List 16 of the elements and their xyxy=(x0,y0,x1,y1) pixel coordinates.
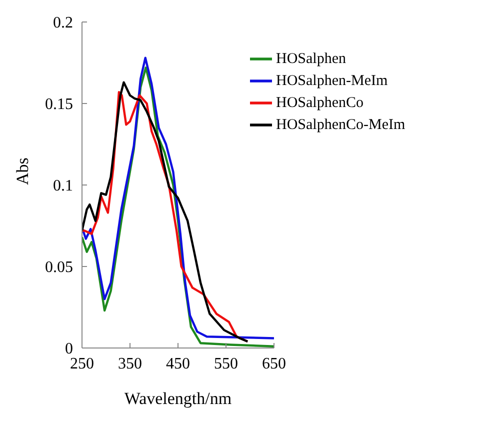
y-tick-label: 0.1 xyxy=(53,178,73,195)
y-tick-label: 0.2 xyxy=(53,14,73,32)
x-tick-label: 350 xyxy=(118,355,142,372)
y-axis-title: Abs xyxy=(13,158,32,185)
x-tick-label: 550 xyxy=(214,355,238,372)
legend-label: HOSalphenCo xyxy=(276,94,364,111)
x-tick-label: 250 xyxy=(70,355,94,372)
x-axis-title: Wavelength/nm xyxy=(124,389,232,408)
legend-label: HOSalphen xyxy=(276,50,346,67)
y-tick-label: 0.15 xyxy=(45,96,73,114)
y-tick-label: 0 xyxy=(65,340,73,358)
x-tick-label: 450 xyxy=(166,355,190,372)
legend-label: HOSalphenCo-MeIm xyxy=(276,116,406,133)
x-tick-label: 650 xyxy=(262,355,286,372)
legend-label: HOSalphen-MeIm xyxy=(276,72,388,89)
y-tick-label: 0.05 xyxy=(45,259,73,276)
